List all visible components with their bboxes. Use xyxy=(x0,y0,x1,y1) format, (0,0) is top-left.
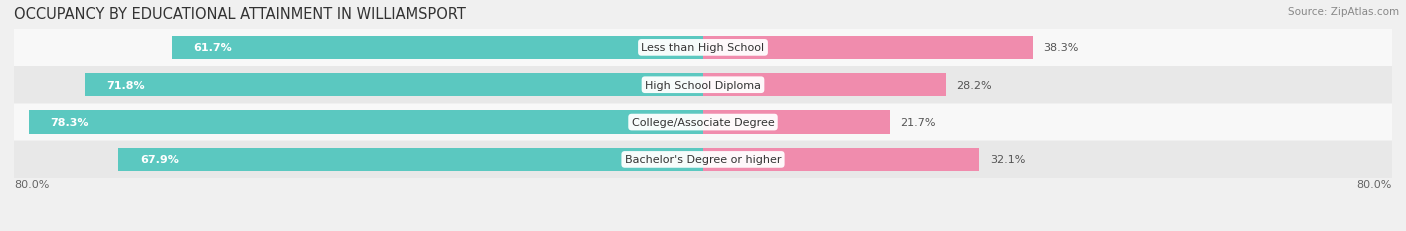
Text: 80.0%: 80.0% xyxy=(1357,179,1392,189)
Bar xyxy=(703,74,946,97)
Text: 28.2%: 28.2% xyxy=(956,80,991,90)
Text: Bachelor's Degree or higher: Bachelor's Degree or higher xyxy=(624,155,782,165)
Bar xyxy=(28,111,703,134)
Text: 61.7%: 61.7% xyxy=(193,43,232,53)
Text: Less than High School: Less than High School xyxy=(641,43,765,53)
Text: 32.1%: 32.1% xyxy=(990,155,1025,165)
Text: High School Diploma: High School Diploma xyxy=(645,80,761,90)
Bar xyxy=(14,30,1392,66)
Text: 67.9%: 67.9% xyxy=(139,155,179,165)
Text: OCCUPANCY BY EDUCATIONAL ATTAINMENT IN WILLIAMSPORT: OCCUPANCY BY EDUCATIONAL ATTAINMENT IN W… xyxy=(14,7,465,22)
Text: 78.3%: 78.3% xyxy=(51,118,89,128)
Bar xyxy=(84,74,703,97)
Text: 21.7%: 21.7% xyxy=(900,118,936,128)
Bar xyxy=(172,37,703,60)
Text: 38.3%: 38.3% xyxy=(1043,43,1078,53)
Text: 71.8%: 71.8% xyxy=(107,80,145,90)
Text: 80.0%: 80.0% xyxy=(14,179,49,189)
Bar xyxy=(14,104,1392,141)
Bar xyxy=(703,148,980,171)
Bar xyxy=(14,67,1392,103)
Bar xyxy=(14,142,1392,178)
Bar xyxy=(703,37,1033,60)
Bar xyxy=(118,148,703,171)
Text: College/Associate Degree: College/Associate Degree xyxy=(631,118,775,128)
Text: Source: ZipAtlas.com: Source: ZipAtlas.com xyxy=(1288,7,1399,17)
Bar xyxy=(703,111,890,134)
